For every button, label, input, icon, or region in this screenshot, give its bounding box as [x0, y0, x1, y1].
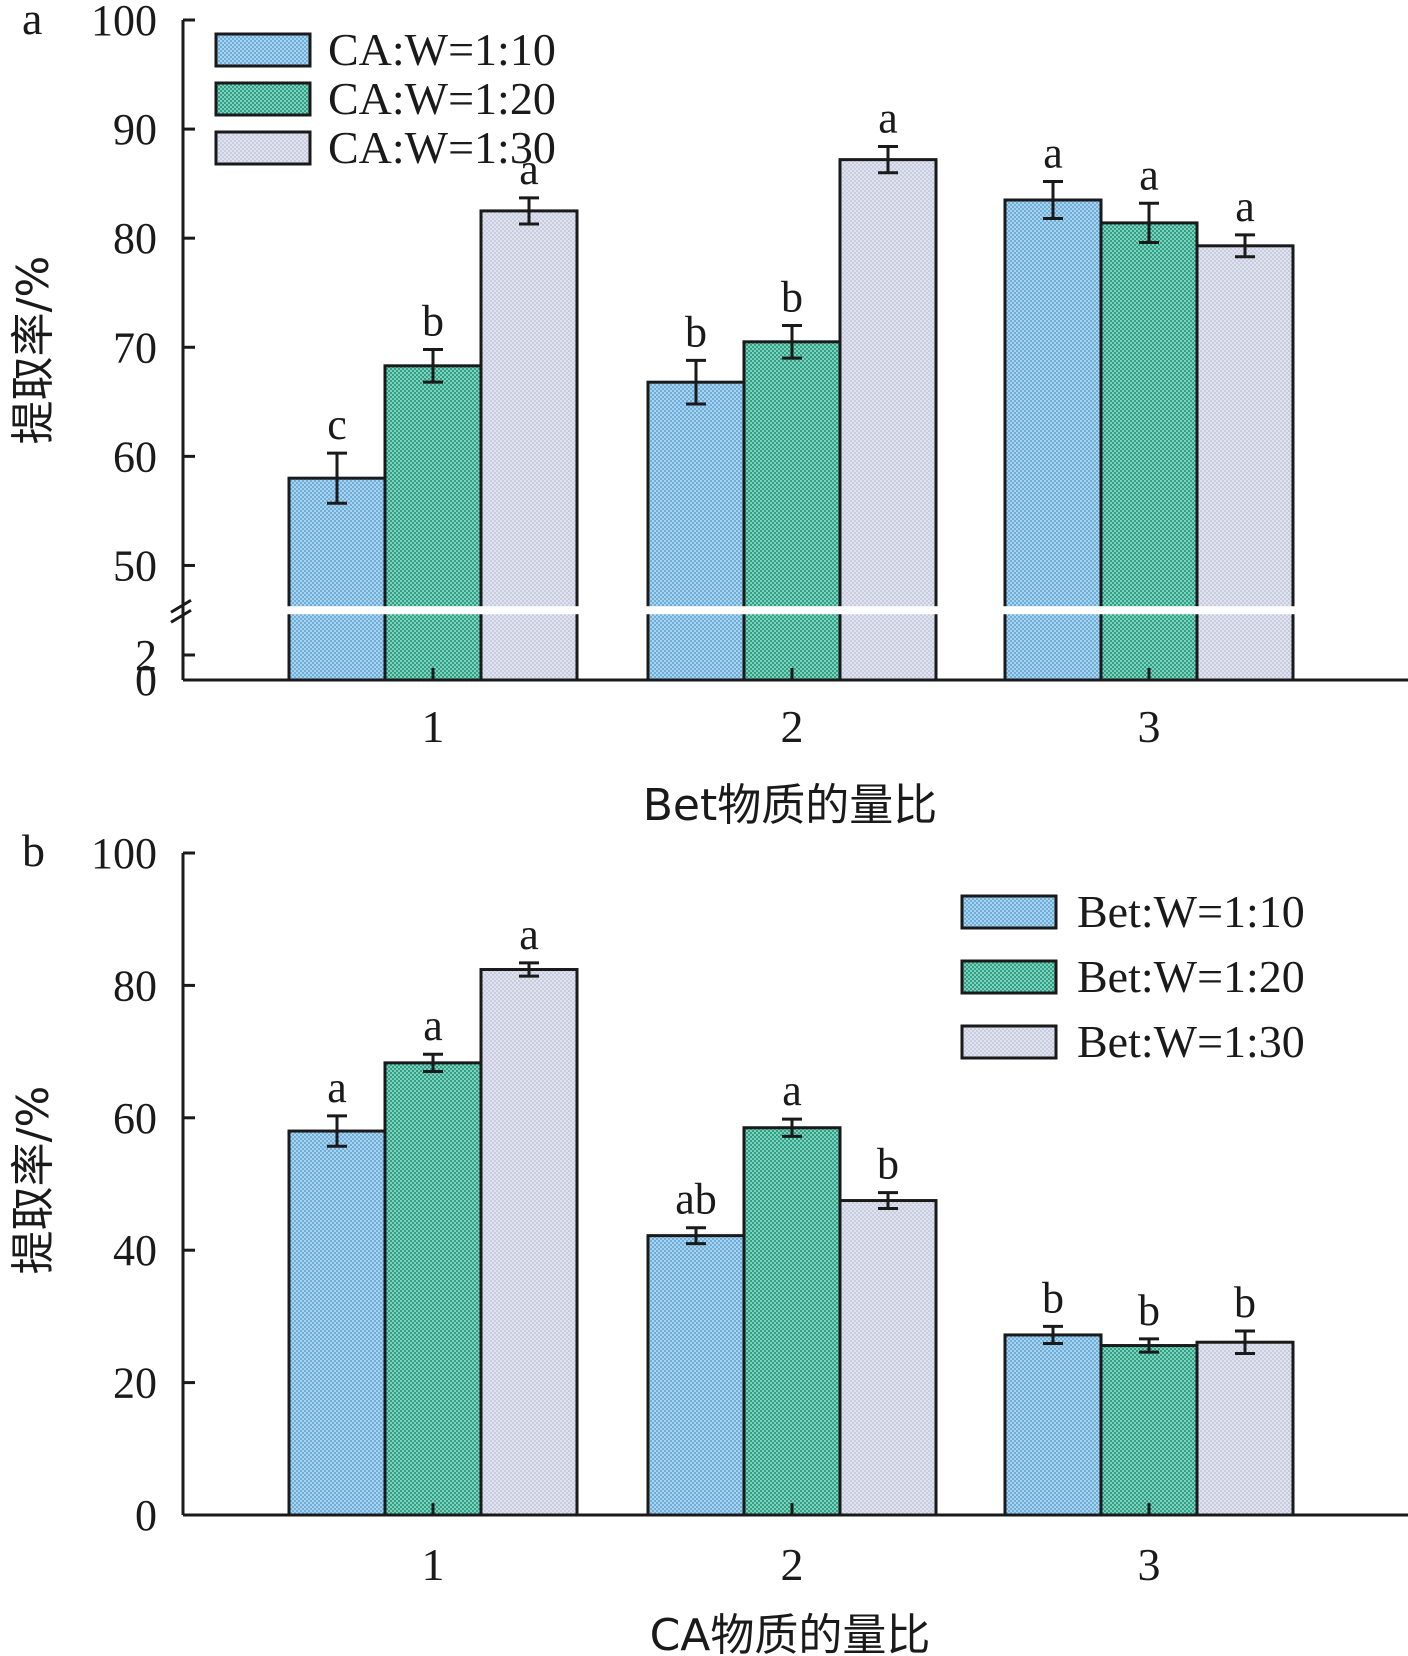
- y-tick-label: 100: [91, 0, 157, 45]
- y-tick-label: 60: [113, 1094, 157, 1143]
- x-tick-label: 3: [1138, 701, 1161, 752]
- y-tick-label: 0: [135, 656, 157, 705]
- legend-label: Bet:W=1:10: [1077, 886, 1305, 937]
- legend-label: Bet:W=1:30: [1077, 1016, 1305, 1067]
- significance-letter: b: [877, 1140, 899, 1189]
- bar-CA:W=1:30-2: [838, 158, 938, 682]
- bar-Bet:W=1:10-1: [287, 1129, 387, 1517]
- bar-Bet:W=1:20-3: [1099, 1344, 1199, 1517]
- legend-swatch: [214, 130, 312, 166]
- legend-label: CA:W=1:20: [328, 73, 556, 124]
- y-tick-label: 0: [135, 1491, 157, 1540]
- legend-swatch: [214, 32, 312, 68]
- y-tick-label: 70: [113, 323, 157, 372]
- x-axis-label: CA物质的量比: [650, 1610, 931, 1656]
- bar-Bet:W=1:10-2: [646, 1234, 746, 1517]
- y-tick-label: 90: [113, 105, 157, 154]
- legend-swatch: [960, 959, 1058, 995]
- y-tick-label: 40: [113, 1226, 157, 1275]
- legend: Bet:W=1:10 Bet:W=1:20 Bet:W=1:30: [960, 886, 1305, 1067]
- legend-swatch: [960, 894, 1058, 930]
- significance-letter: b: [1042, 1273, 1064, 1322]
- axis-break-band: [169, 606, 1394, 615]
- significance-letter: b: [1138, 1286, 1160, 1335]
- significance-letter: b: [685, 307, 707, 356]
- y-tick-label: 100: [91, 829, 157, 878]
- significance-letter: a: [423, 1001, 443, 1050]
- significance-letter: b: [781, 272, 803, 321]
- legend-swatch: [960, 1024, 1058, 1060]
- x-axis-label: Bet物质的量比: [643, 780, 938, 831]
- bar-CA:W=1:10-2: [646, 380, 746, 682]
- bar-Bet:W=1:20-1: [383, 1061, 483, 1517]
- bar-Bet:W=1:10-3: [1003, 1333, 1103, 1517]
- legend-label: CA:W=1:10: [328, 24, 556, 75]
- y-tick-label: 80: [113, 961, 157, 1010]
- axis-break-mark: [170, 608, 192, 624]
- significance-letter: a: [1043, 128, 1063, 177]
- significance-letter: a: [519, 910, 539, 959]
- y-tick-label: 50: [113, 541, 157, 590]
- significance-letter: b: [1234, 1278, 1256, 1327]
- x-tick-label: 1: [422, 701, 445, 752]
- legend-label: Bet:W=1:20: [1077, 951, 1305, 1002]
- bar-Bet:W=1:30-3: [1195, 1340, 1295, 1517]
- significance-letter: a: [782, 1066, 802, 1115]
- bar-CA:W=1:10-1: [287, 476, 387, 682]
- legend-swatch: [214, 81, 312, 117]
- significance-letter: a: [519, 145, 539, 194]
- bar-Bet:W=1:30-2: [838, 1199, 938, 1517]
- bar-CA:W=1:20-1: [383, 364, 483, 682]
- bar-Bet:W=1:20-2: [742, 1126, 842, 1517]
- significance-letter: b: [422, 296, 444, 345]
- significance-letter: ab: [675, 1175, 717, 1224]
- y-tick-label: 60: [113, 432, 157, 481]
- y-tick-label: 20: [113, 1359, 157, 1408]
- y-tick-label: 2: [135, 631, 157, 680]
- significance-letter: c: [327, 400, 347, 449]
- x-tick-label: 2: [781, 701, 804, 752]
- x-tick-label: 2: [781, 1539, 804, 1590]
- significance-letter: a: [1139, 150, 1159, 199]
- bar-Bet:W=1:30-1: [479, 968, 579, 1517]
- x-tick-label: 3: [1138, 1539, 1161, 1590]
- y-axis-label: 提取率/%: [8, 256, 59, 445]
- panel-label: b: [22, 825, 45, 876]
- y-axis-label: 提取率/%: [8, 1086, 59, 1275]
- significance-letter: a: [878, 94, 898, 143]
- significance-letter: a: [1235, 182, 1255, 231]
- panel-label: a: [22, 0, 42, 44]
- legend-label: CA:W=1:30: [328, 122, 556, 173]
- significance-letter: a: [327, 1063, 347, 1112]
- bar-CA:W=1:30-3: [1195, 244, 1295, 682]
- y-tick-label: 80: [113, 214, 157, 263]
- axis-break-mark: [170, 598, 192, 614]
- x-tick-label: 1: [422, 1539, 445, 1590]
- bar-CA:W=1:20-2: [742, 340, 842, 682]
